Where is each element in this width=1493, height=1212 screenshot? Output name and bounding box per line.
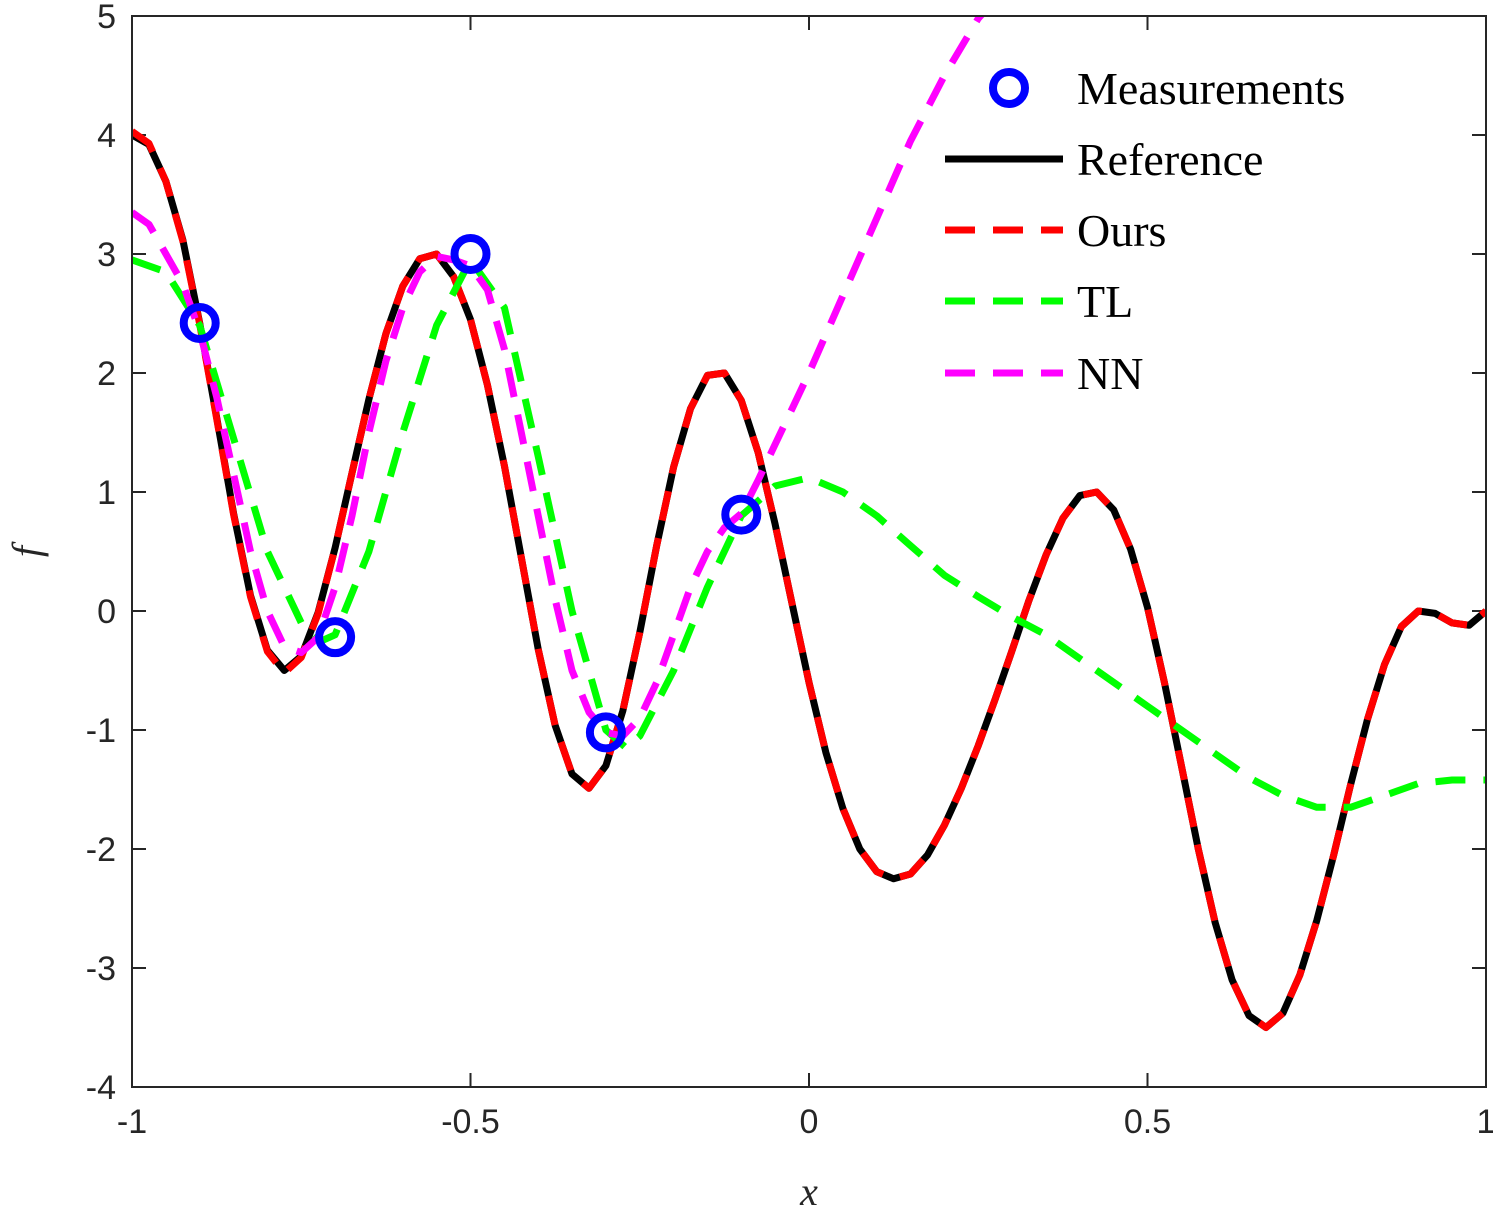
legend: Measurements Reference Ours TL NN bbox=[945, 63, 1345, 399]
y-tick-label: 3 bbox=[97, 236, 116, 274]
measurement-point bbox=[721, 494, 762, 535]
series-line-reference bbox=[132, 131, 1486, 1031]
x-tick-label: -1 bbox=[117, 1103, 147, 1141]
series-layer bbox=[132, 16, 1486, 1031]
legend-item-reference: Reference bbox=[945, 134, 1263, 185]
y-tick-label: 5 bbox=[97, 0, 116, 36]
series-line-tl bbox=[132, 256, 1486, 811]
x-tick-label: 1 bbox=[1477, 1103, 1493, 1141]
x-axis-label: x bbox=[799, 1169, 818, 1212]
measurement-point bbox=[450, 234, 491, 274]
axes: -1 -0.5 0 0.5 1 -4 -3 -2 -1 0 1 2 3 4 5 x f bbox=[4, 0, 1493, 1212]
plot-frame bbox=[131, 15, 1487, 1088]
legend-label: Reference bbox=[1077, 134, 1263, 185]
marker-layer bbox=[179, 234, 762, 753]
x-tick-label: 0.5 bbox=[1124, 1103, 1171, 1141]
legend-item-ours: Ours bbox=[945, 205, 1166, 256]
y-tick-label: 4 bbox=[97, 117, 116, 155]
y-tick-label: -1 bbox=[86, 712, 116, 750]
legend-item-tl: TL bbox=[945, 276, 1133, 327]
y-tick-label: -2 bbox=[86, 831, 116, 869]
axes-box bbox=[131, 15, 1487, 1088]
y-tick-label: -3 bbox=[86, 950, 116, 988]
y-tick-label: 2 bbox=[97, 355, 116, 393]
y-axis-label: f bbox=[4, 541, 49, 557]
x-tick-label: -0.5 bbox=[441, 1103, 500, 1141]
measurement-point bbox=[585, 712, 626, 753]
measurement-point bbox=[179, 303, 220, 344]
legend-label: TL bbox=[1077, 276, 1133, 327]
series-line-nn bbox=[132, 16, 986, 740]
legend-label: Measurements bbox=[1077, 63, 1345, 114]
y-tick-label: 0 bbox=[97, 593, 116, 631]
legend-label: Ours bbox=[1077, 205, 1166, 256]
measurement-point bbox=[315, 617, 356, 658]
x-tick-label: 0 bbox=[800, 1103, 819, 1141]
legend-item-nn: NN bbox=[945, 348, 1143, 399]
y-tick-label: -4 bbox=[86, 1069, 116, 1107]
series-line-ours bbox=[132, 128, 1486, 1031]
legend-label: NN bbox=[1077, 348, 1143, 399]
y-tick-label: 1 bbox=[97, 474, 116, 512]
legend-swatch bbox=[989, 68, 1029, 108]
legend-item-measurements: Measurements bbox=[989, 63, 1345, 114]
